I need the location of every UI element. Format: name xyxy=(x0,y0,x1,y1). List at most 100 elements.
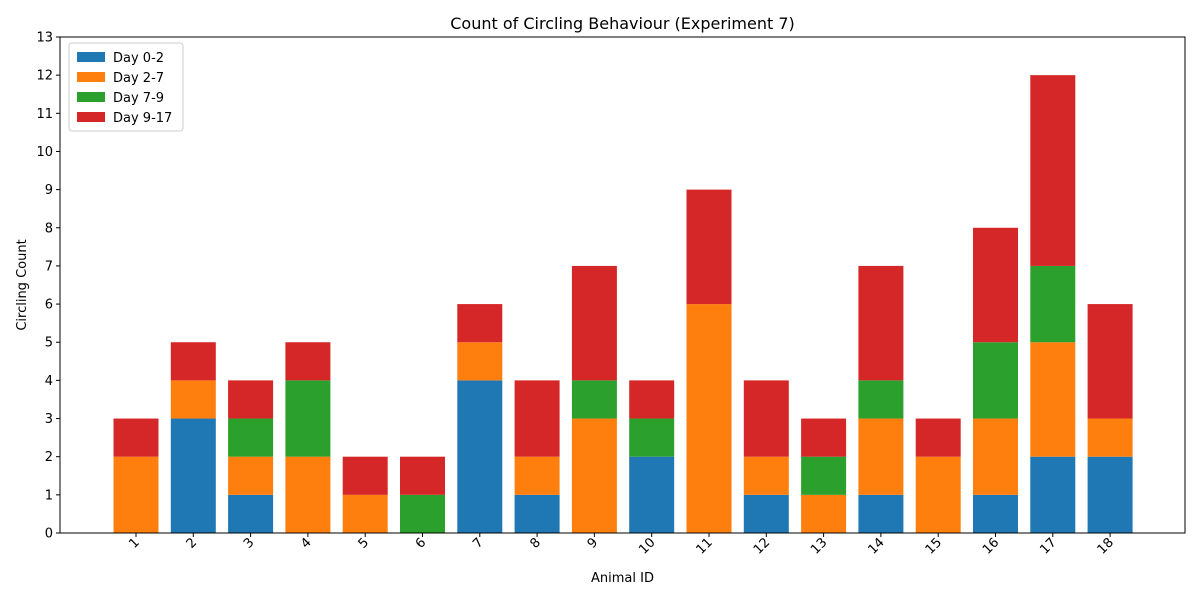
bar-10-series-0 xyxy=(629,456,675,533)
x-tick-label: 6 xyxy=(413,535,429,551)
bar-7-series-0 xyxy=(457,380,503,533)
x-tick-label: 9 xyxy=(585,535,601,551)
bar-10-series-3 xyxy=(629,380,675,419)
x-tick-label: 7 xyxy=(470,535,486,551)
legend-swatch-2 xyxy=(77,92,105,102)
legend: Day 0-2 Day 2-7 Day 7-9 Day 9-17 xyxy=(68,42,184,132)
bar-13-series-1 xyxy=(801,494,847,533)
bar-9-series-2 xyxy=(571,380,617,419)
y-tick-label: 7 xyxy=(45,259,53,274)
bar-5-series-1 xyxy=(342,494,388,533)
bar-9-series-1 xyxy=(571,418,617,533)
bar-4-series-2 xyxy=(285,380,331,457)
bar-16-series-3 xyxy=(973,227,1018,343)
x-tick-label: 15 xyxy=(923,535,945,557)
bar-16-series-2 xyxy=(973,342,1018,419)
plot-frame xyxy=(59,36,1186,534)
y-tick-label: 5 xyxy=(45,336,53,351)
x-tick-label: 5 xyxy=(356,535,372,551)
bar-14-series-2 xyxy=(858,380,904,419)
bar-3-series-2 xyxy=(228,418,274,457)
legend-label-0: Day 0-2 xyxy=(113,51,164,66)
y-tick-label: 1 xyxy=(45,488,53,503)
legend-swatch-0 xyxy=(77,52,105,62)
bar-1-series-1 xyxy=(113,456,159,533)
bar-4-series-3 xyxy=(285,342,331,381)
x-tick-label: 13 xyxy=(808,535,830,557)
chart-title: Count of Circling Behaviour (Experiment … xyxy=(450,14,795,33)
legend-label-3: Day 9-17 xyxy=(113,111,172,126)
bar-11-series-3 xyxy=(686,189,732,305)
x-tick-label: 2 xyxy=(184,535,200,551)
bar-14-series-3 xyxy=(858,265,904,381)
bar-16-series-1 xyxy=(973,418,1018,495)
x-tick-label: 16 xyxy=(980,535,1002,557)
y-tick-label: 12 xyxy=(36,69,53,84)
bar-17-series-1 xyxy=(1030,342,1076,457)
bar-17-series-0 xyxy=(1030,456,1076,533)
bar-18-series-1 xyxy=(1087,418,1133,457)
bar-15-series-3 xyxy=(915,418,961,457)
bar-4-series-1 xyxy=(285,456,331,533)
legend-label-2: Day 7-9 xyxy=(113,91,164,106)
bar-17-series-2 xyxy=(1030,265,1076,343)
x-axis: 1 2 3 4 5 6 7 8 9 10 11 12 13 14 15 16 17 18 xyxy=(126,533,1117,558)
y-tick-label: 2 xyxy=(45,450,53,465)
legend-swatch-1 xyxy=(77,72,105,82)
bars-group xyxy=(113,75,1133,533)
bar-5-series-3 xyxy=(342,456,388,495)
y-tick-label: 9 xyxy=(45,183,53,198)
x-tick-label: 17 xyxy=(1037,535,1059,557)
bar-3-series-3 xyxy=(228,380,274,419)
y-tick-label: 6 xyxy=(45,298,53,313)
bar-2-series-0 xyxy=(170,418,216,533)
y-tick-label: 13 xyxy=(36,31,53,46)
legend-swatch-3 xyxy=(77,112,105,122)
bar-18-series-3 xyxy=(1087,304,1133,419)
legend-box xyxy=(68,42,184,132)
bar-18-series-0 xyxy=(1087,456,1133,533)
bar-14-series-1 xyxy=(858,418,904,495)
x-tick-label: 1 xyxy=(126,535,142,551)
bar-11-series-1 xyxy=(686,304,732,533)
bar-12-series-1 xyxy=(743,456,789,495)
x-tick-label: 11 xyxy=(694,535,716,557)
bar-2-series-1 xyxy=(170,380,216,419)
x-tick-label: 14 xyxy=(865,535,887,557)
x-tick-label: 18 xyxy=(1095,535,1117,557)
bar-12-series-0 xyxy=(743,494,789,533)
bar-6-series-2 xyxy=(400,494,445,533)
bar-7-series-3 xyxy=(457,304,503,343)
legend-label-1: Day 2-7 xyxy=(113,71,164,86)
bar-16-series-0 xyxy=(973,494,1018,533)
y-tick-label: 11 xyxy=(36,107,53,122)
bar-1-series-3 xyxy=(113,418,159,457)
bar-8-series-0 xyxy=(514,494,560,533)
x-tick-label: 10 xyxy=(636,535,658,557)
bar-3-series-1 xyxy=(228,456,274,495)
bar-8-series-3 xyxy=(514,380,560,457)
y-axis-label: Circling Count xyxy=(15,239,30,330)
y-tick-label: 4 xyxy=(45,374,53,389)
y-tick-label: 0 xyxy=(45,527,53,542)
x-tick-label: 8 xyxy=(527,535,543,551)
bar-13-series-2 xyxy=(801,456,847,495)
bar-13-series-3 xyxy=(801,418,847,457)
bar-17-series-3 xyxy=(1030,75,1076,266)
bar-7-series-1 xyxy=(457,342,503,381)
x-tick-label: 4 xyxy=(298,535,314,551)
y-tick-label: 3 xyxy=(45,412,53,427)
bar-15-series-1 xyxy=(915,456,961,533)
x-axis-label: Animal ID xyxy=(591,571,654,586)
y-tick-label: 8 xyxy=(45,221,53,236)
bar-12-series-3 xyxy=(743,380,789,457)
bar-10-series-2 xyxy=(629,418,675,457)
x-tick-label: 12 xyxy=(751,535,773,557)
bar-14-series-0 xyxy=(858,494,904,533)
bar-6-series-3 xyxy=(400,456,445,495)
y-tick-label: 10 xyxy=(36,145,53,160)
bar-9-series-3 xyxy=(571,265,617,381)
bar-3-series-0 xyxy=(228,494,274,533)
